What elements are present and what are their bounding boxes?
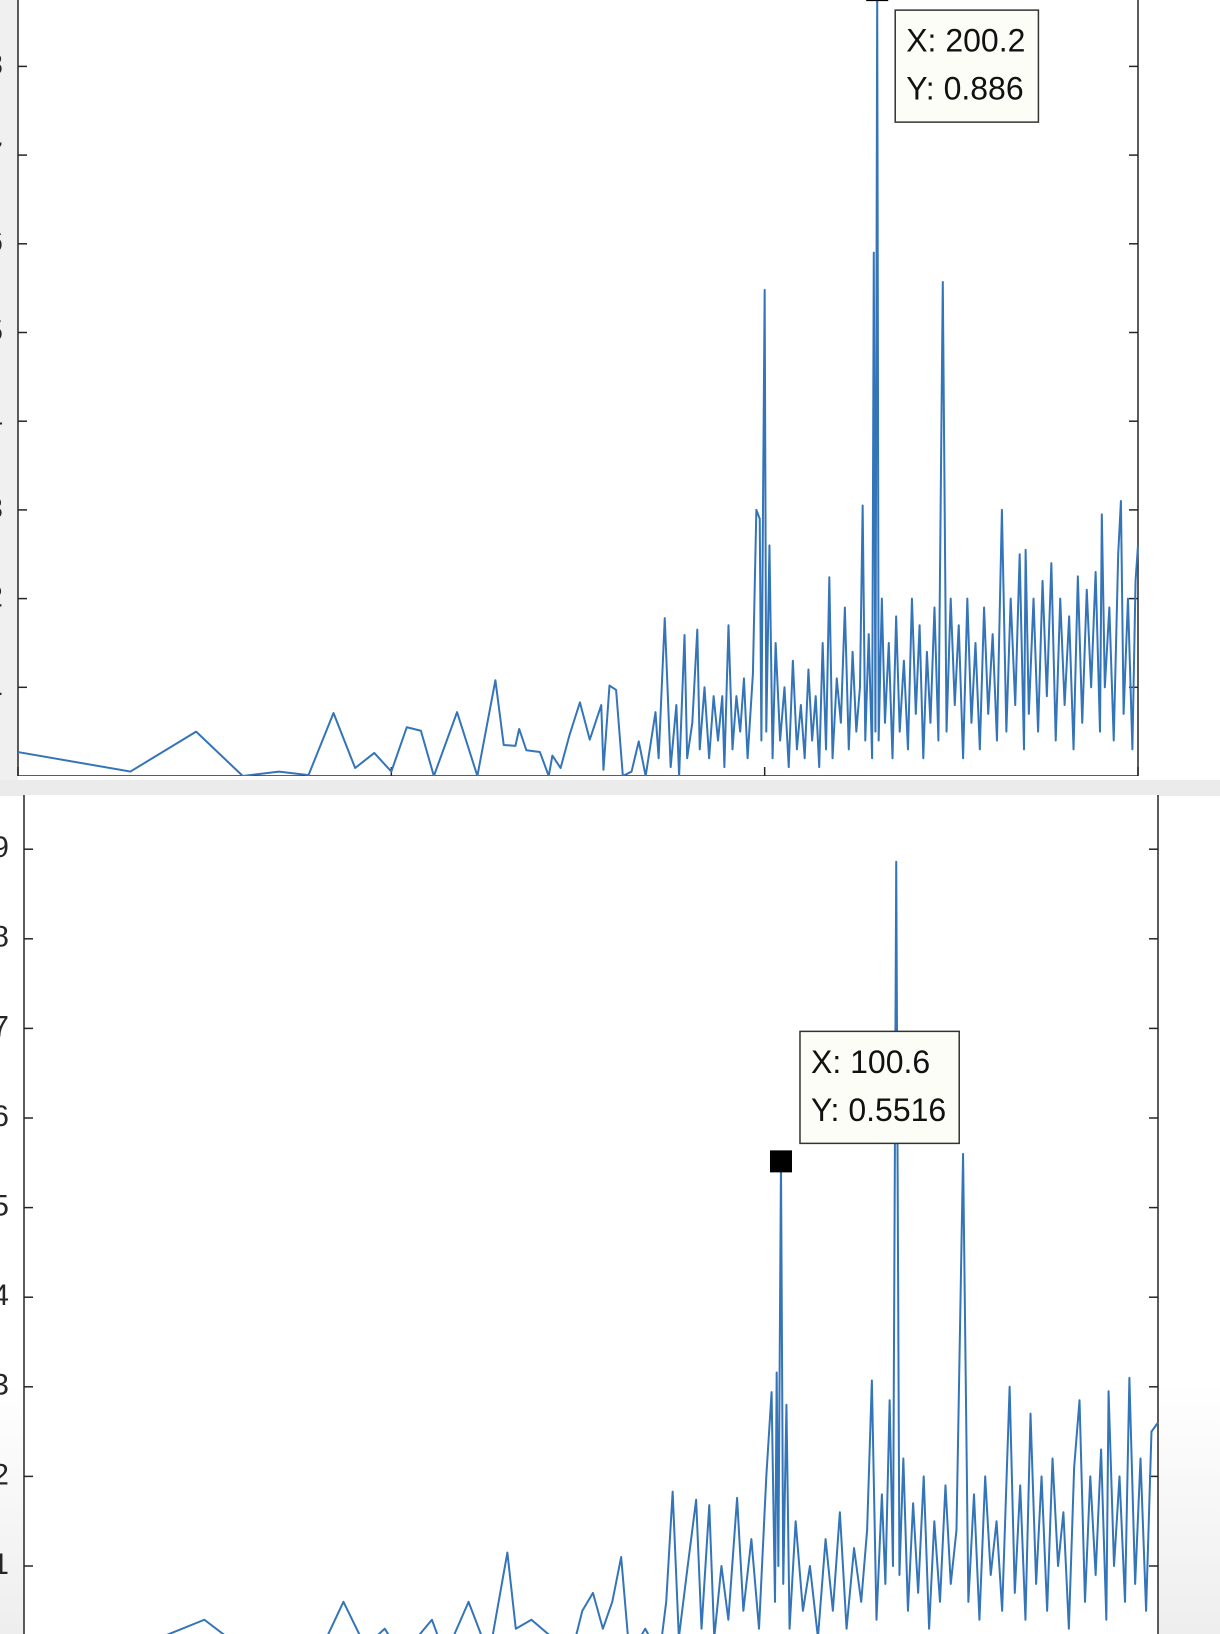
axes <box>17 0 1139 776</box>
datatip-y: Y: 0.5516 <box>811 1092 946 1128</box>
datatip-marker <box>866 0 889 2</box>
datatip-box <box>894 9 1040 123</box>
y-tick-label: 0.4 <box>0 1279 9 1312</box>
y-tick-label: 0.3 <box>0 492 3 525</box>
y-tick-label: 0.4 <box>0 403 3 436</box>
datatip-box <box>799 1030 960 1145</box>
y-tick-label: 0.6 <box>0 1100 9 1133</box>
y-tick-label: 0.8 <box>0 921 9 954</box>
y-tick-label: 0.6 <box>0 226 3 259</box>
top-left-margin <box>0 0 18 780</box>
y-tick-label: 0.7 <box>0 1010 9 1043</box>
y-tick-label: 0.9 <box>0 831 9 864</box>
y-tick-label: 0.8 <box>0 48 3 81</box>
plot-area <box>24 795 1158 1634</box>
y-tick-label: 0.1 <box>0 1548 9 1581</box>
datatip-y: Y: 0.886 <box>906 71 1023 107</box>
axes <box>23 795 1159 1634</box>
y-tick-label: 0.5 <box>0 1190 9 1223</box>
y-tick-label: 0.3 <box>0 1369 9 1402</box>
y-tick-label: 0.2 <box>0 581 3 614</box>
spectrum-line <box>166 860 1159 1634</box>
plot-area <box>18 0 1138 776</box>
y-tick-label: 0.2 <box>0 1458 9 1491</box>
y-tick-label: 0.7 <box>0 137 3 170</box>
datatip-x: X: 100.6 <box>811 1044 930 1080</box>
figure-separator <box>0 780 1220 796</box>
spectrum-line <box>17 0 1139 776</box>
y-tick-label: 0.5 <box>0 314 3 347</box>
datatip-marker <box>769 1150 792 1173</box>
datatip-x: X: 200.2 <box>906 23 1025 59</box>
y-tick-label: 0.1 <box>0 669 3 702</box>
